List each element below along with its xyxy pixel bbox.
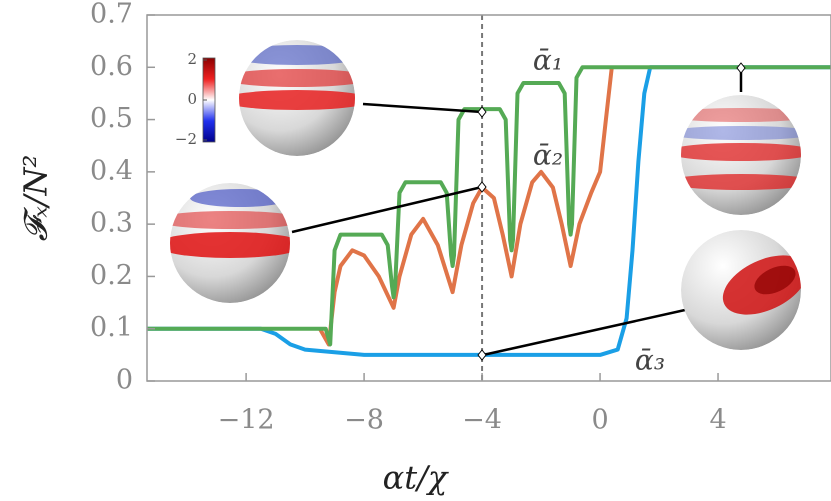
colorbar-tick-label: 2: [187, 50, 197, 68]
colorbar-tick-label: −2: [175, 130, 197, 148]
axes-frame: [146, 14, 831, 382]
legend-label: ᾱ₁: [533, 44, 563, 77]
markers: [477, 62, 746, 361]
x-tick-label: −12: [218, 405, 275, 436]
y-tick-label: 0.3: [90, 208, 133, 239]
colorbar-ticks: 2 0 −2: [175, 50, 207, 148]
x-tick-label: −4: [462, 405, 502, 436]
x-tick-label: 0: [591, 405, 608, 436]
series-line: [147, 65, 831, 357]
legend-label: ᾱ₃: [635, 344, 665, 377]
y-tick-label: 0.7: [90, 0, 133, 30]
plot-area: [147, 15, 831, 381]
y-tick-label: 0.1: [90, 312, 133, 343]
x-tick-label: 4: [709, 405, 726, 436]
legend-label: ᾱ₂: [533, 139, 563, 172]
y-tick-label: 0.4: [90, 155, 133, 186]
y-tick-label: 0.5: [90, 103, 133, 134]
spheres: [170, 40, 801, 350]
y-tick-label: 0.2: [90, 260, 133, 291]
y-axis-label: 𝓕ₓ/N²: [17, 155, 55, 242]
colorbar-tick-label: 0: [187, 90, 197, 108]
series-line: [318, 67, 614, 347]
connectors: [291, 68, 743, 357]
x-tick-label: −8: [344, 405, 384, 436]
y-tick-label: 0: [116, 365, 133, 396]
series-line: [147, 65, 831, 347]
y-tick-label: 0.6: [90, 51, 133, 82]
x-axis-label: αt/χ: [383, 459, 449, 497]
